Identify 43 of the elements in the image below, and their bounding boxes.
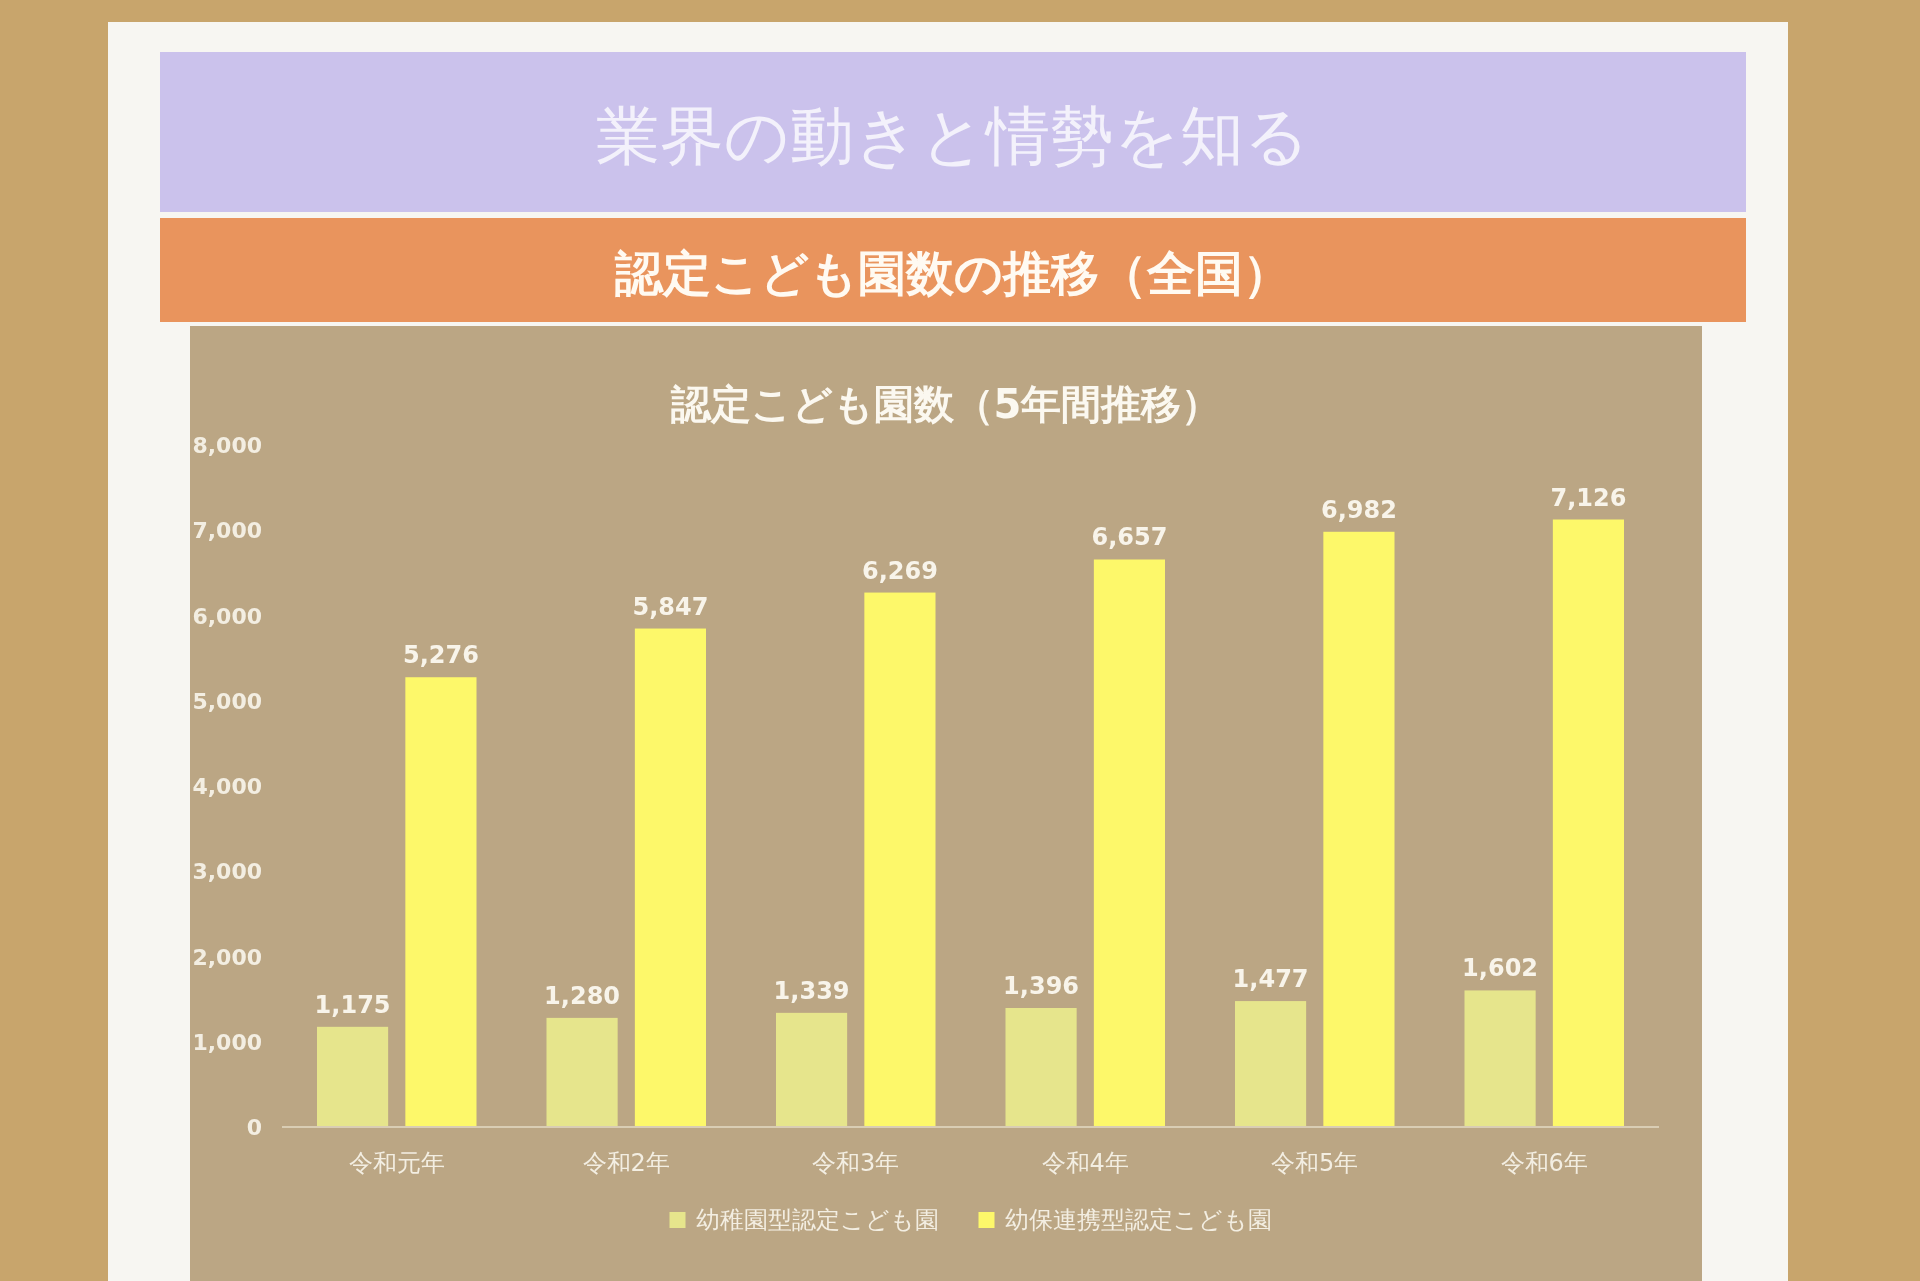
data-label: 1,339 bbox=[773, 976, 850, 1005]
bar bbox=[1235, 1001, 1307, 1127]
chart-subtitle: 認定こども園数の推移（全国） bbox=[614, 245, 1291, 301]
bar bbox=[1005, 1007, 1077, 1127]
y-tick-label: 7,000 bbox=[192, 518, 262, 544]
bar bbox=[776, 1012, 848, 1127]
bar bbox=[1464, 990, 1536, 1127]
bar bbox=[1323, 531, 1395, 1127]
data-label: 1,396 bbox=[1003, 971, 1080, 1000]
data-label: 1,280 bbox=[544, 981, 621, 1010]
data-label: 7,126 bbox=[1550, 483, 1627, 512]
bar bbox=[634, 628, 706, 1127]
y-tick-label: 3,000 bbox=[192, 859, 262, 885]
data-label: 5,847 bbox=[632, 592, 709, 621]
bar bbox=[317, 1026, 389, 1127]
y-tick-label: 4,000 bbox=[192, 774, 262, 799]
data-label: 6,982 bbox=[1320, 495, 1397, 524]
data-label: 6,269 bbox=[861, 556, 938, 585]
x-tick-label: 令和2年 bbox=[582, 1149, 670, 1177]
y-tick-label: 1,000 bbox=[192, 1029, 262, 1055]
x-tick-label: 令和元年 bbox=[348, 1149, 445, 1177]
text: 認定こども園数（5年間推移） bbox=[669, 381, 1222, 427]
bar bbox=[1552, 519, 1625, 1127]
bar bbox=[1093, 559, 1165, 1127]
data-label: 1,602 bbox=[1462, 954, 1539, 983]
x-tick-label: 令和6年 bbox=[1500, 1149, 1588, 1177]
y-tick-label: 0 bbox=[246, 1115, 262, 1140]
legend-label: 幼稚園型認定こども園 bbox=[695, 1206, 939, 1234]
bar bbox=[864, 592, 936, 1127]
x-tick-label: 令和4年 bbox=[1041, 1149, 1129, 1177]
y-tick-label: 8,000 bbox=[192, 433, 262, 458]
x-tick-label: 令和3年 bbox=[812, 1149, 900, 1177]
data-label: 5,276 bbox=[402, 641, 479, 670]
data-label: 1,175 bbox=[314, 990, 391, 1019]
data-label: 1,477 bbox=[1232, 965, 1309, 994]
x-tick-label: 令和5年 bbox=[1271, 1149, 1359, 1177]
bar bbox=[405, 677, 477, 1127]
bar bbox=[546, 1017, 618, 1127]
y-tick-label: 2,000 bbox=[192, 944, 262, 970]
data-label: 6,657 bbox=[1091, 523, 1168, 552]
y-tick-label: 5,000 bbox=[192, 688, 262, 714]
y-tick-label: 6,000 bbox=[192, 603, 262, 629]
legend-label: 幼保連携型認定こども園 bbox=[1004, 1206, 1272, 1234]
